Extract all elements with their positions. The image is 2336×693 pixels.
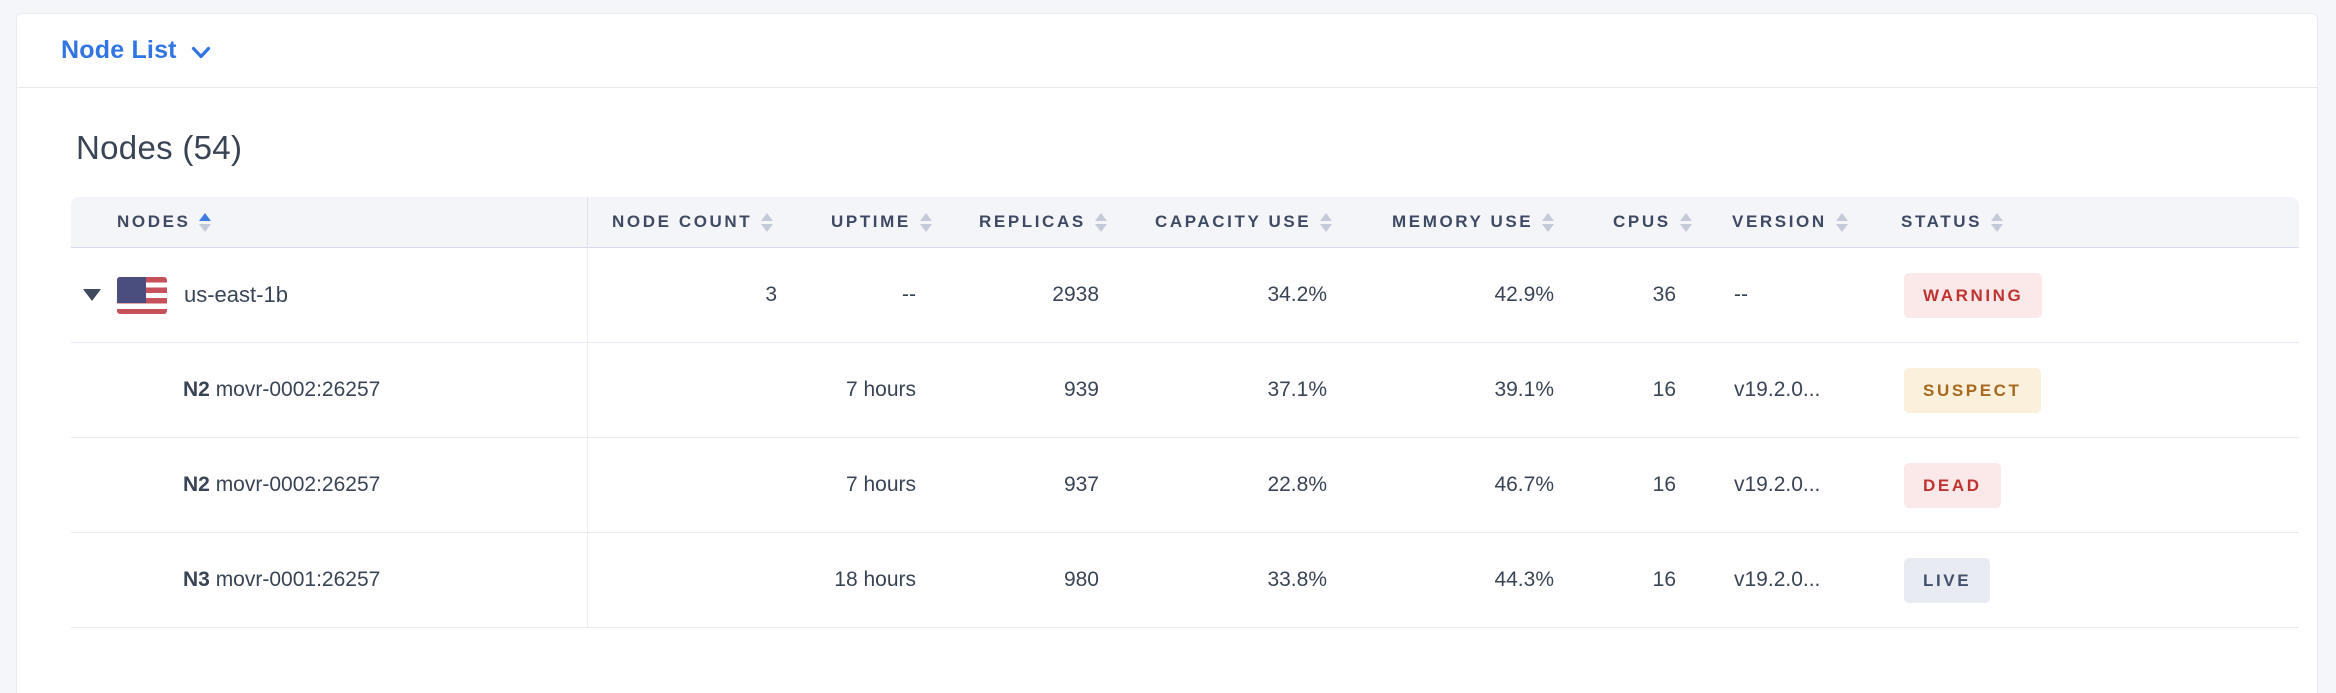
cell-cpus: 16 <box>1652 378 1676 401</box>
cell-capacity_use: 22.8% <box>1267 473 1327 496</box>
column-label: CPUS <box>1613 212 1671 231</box>
status-badge: LIVE <box>1904 557 1991 603</box>
status-badge: SUSPECT <box>1904 367 2041 413</box>
table-body: us-east-1b 3 -- 2938 34.2% 42.9% 36 -- WARNING N2… <box>71 248 2299 628</box>
chevron-down-icon <box>191 42 211 60</box>
column-header-uptime[interactable]: UPTIME <box>787 197 953 247</box>
cell-node_count <box>588 438 787 532</box>
cell-cpus: 16 <box>1652 568 1676 591</box>
cell-memory_use: 44.3% <box>1494 568 1554 591</box>
node-row[interactable]: N3 movr-0001:26257 18 hours 980 33.8% 44.3% 1… <box>71 533 2299 628</box>
cell-memory_use: 46.7% <box>1494 473 1554 496</box>
cell-replicas: 939 <box>1063 378 1099 401</box>
collapse-toggle-icon[interactable] <box>83 289 101 301</box>
sort-icon[interactable] <box>1835 212 1848 232</box>
table-header-row: NODES NODE COUNT UPTIME REPLICAS CAPACITY US… <box>71 197 2299 248</box>
column-label: REPLICAS <box>979 212 1086 231</box>
sort-icon[interactable] <box>919 212 932 232</box>
node-id: N3 <box>183 568 210 591</box>
cell-capacity_use: 37.1% <box>1267 378 1327 401</box>
cell-version: v19.2.0... <box>1734 473 1821 496</box>
column-label: NODE COUNT <box>612 212 753 231</box>
cell-uptime: 7 hours <box>845 378 916 401</box>
column-header-cpus[interactable]: CPUS <box>1583 197 1711 247</box>
cell-nodes: N2 movr-0002:26257 <box>71 343 588 437</box>
sort-icon[interactable] <box>1320 212 1333 232</box>
view-selector-label: Node List <box>61 36 177 64</box>
view-selector-dropdown[interactable]: Node List <box>61 36 211 65</box>
column-header-replicas[interactable]: REPLICAS <box>953 197 1132 247</box>
column-header-nodes[interactable]: NODES <box>71 197 588 247</box>
cell-memory_use: 39.1% <box>1494 378 1554 401</box>
column-header-memory_use[interactable]: MEMORY USE <box>1369 197 1583 247</box>
cell-nodes: N2 movr-0002:26257 <box>71 438 588 532</box>
cell-version: -- <box>1734 283 1748 306</box>
cell-replicas: 937 <box>1063 473 1099 496</box>
column-label: NODES <box>117 212 191 231</box>
node-row[interactable]: N2 movr-0002:26257 7 hours 937 22.8% 46.7% 16… <box>71 438 2299 533</box>
node-name[interactable]: N2 movr-0002:26257 <box>183 378 381 401</box>
node-list-card: Node List Nodes (54) NODES NODE COUNT UPTI… <box>16 13 2318 693</box>
status-badge: WARNING <box>1904 272 2043 318</box>
cell-node_count <box>588 343 787 437</box>
cell-status: WARNING <box>1891 248 2299 342</box>
column-label: MEMORY USE <box>1392 212 1534 231</box>
content-area: Nodes (54) NODES NODE COUNT UPTIME REPLICAS… <box>17 88 2317 628</box>
status-badge: DEAD <box>1904 462 2001 508</box>
cell-node_count <box>588 533 787 627</box>
column-label: STATUS <box>1901 212 1983 231</box>
node-name[interactable]: N2 movr-0002:26257 <box>183 473 381 496</box>
node-name[interactable]: N3 movr-0001:26257 <box>183 568 381 591</box>
cell-status: LIVE <box>1891 533 2299 627</box>
node-row[interactable]: N2 movr-0002:26257 7 hours 939 37.1% 39.1% 16… <box>71 343 2299 438</box>
cell-cpus: 16 <box>1652 473 1676 496</box>
cell-nodes: us-east-1b <box>71 248 588 342</box>
cell-capacity_use: 34.2% <box>1267 283 1327 306</box>
region-row[interactable]: us-east-1b 3 -- 2938 34.2% 42.9% 36 -- WARNING <box>71 248 2299 343</box>
cell-status: SUSPECT <box>1891 343 2299 437</box>
region-name: us-east-1b <box>184 282 288 307</box>
column-header-node_count[interactable]: NODE COUNT <box>588 197 787 247</box>
cell-replicas: 2938 <box>1052 283 1099 306</box>
page-title: Nodes (54) <box>76 129 243 166</box>
cell-uptime: -- <box>902 283 916 306</box>
sort-icon[interactable] <box>1679 212 1692 232</box>
sort-icon[interactable] <box>1094 212 1107 232</box>
node-id: N2 <box>183 378 210 401</box>
cell-version: v19.2.0... <box>1734 378 1821 401</box>
cell-version: v19.2.0... <box>1734 568 1821 591</box>
cell-uptime: 18 hours <box>834 568 916 591</box>
column-header-version[interactable]: VERSION <box>1711 197 1891 247</box>
cell-capacity_use: 33.8% <box>1267 568 1327 591</box>
column-label: VERSION <box>1732 212 1827 231</box>
column-header-capacity_use[interactable]: CAPACITY USE <box>1132 197 1369 247</box>
cell-uptime: 7 hours <box>845 473 916 496</box>
us-flag-icon <box>117 276 167 314</box>
cell-status: DEAD <box>1891 438 2299 532</box>
column-header-status[interactable]: STATUS <box>1891 197 2299 247</box>
cell-nodes: N3 movr-0001:26257 <box>71 533 588 627</box>
cell-memory_use: 42.9% <box>1494 283 1554 306</box>
sort-icon[interactable] <box>761 212 774 232</box>
nodes-table: NODES NODE COUNT UPTIME REPLICAS CAPACITY US… <box>71 197 2299 628</box>
cell-cpus: 36 <box>1652 283 1676 306</box>
cell-replicas: 980 <box>1063 568 1099 591</box>
column-label: UPTIME <box>831 212 911 231</box>
sort-icon[interactable] <box>1542 212 1555 232</box>
node-id: N2 <box>183 473 210 496</box>
topbar: Node List <box>17 14 2317 88</box>
sort-icon[interactable] <box>199 212 212 232</box>
column-label: CAPACITY USE <box>1155 212 1312 231</box>
cell-node_count: 3 <box>765 283 777 306</box>
sort-icon[interactable] <box>1991 212 2004 232</box>
